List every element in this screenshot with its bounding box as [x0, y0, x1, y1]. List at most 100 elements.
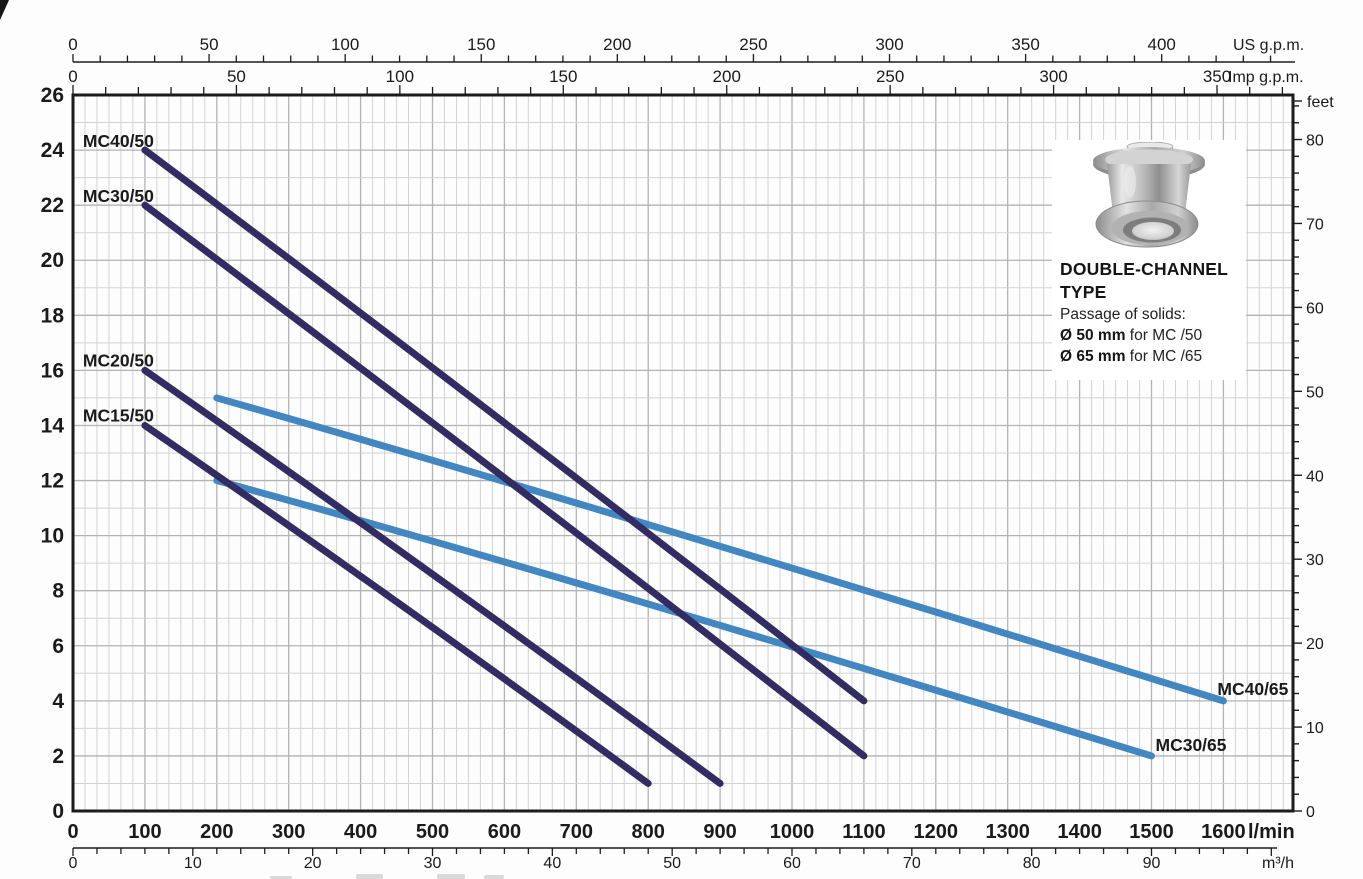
curve-label-mc30-50: MC30/50 — [83, 186, 154, 206]
flow-lmin-tick-label: 800 — [632, 821, 665, 843]
imp-gpm-tick-label: 350 — [1203, 67, 1231, 86]
solids-size-50: Ø 50 mm for MC /50 — [1060, 325, 1242, 346]
us-gpm-tick-label: 400 — [1147, 35, 1175, 54]
solids-size-65: Ø 65 mm for MC /65 — [1060, 346, 1242, 367]
plot-border — [71, 93, 1295, 813]
head-m-tick-label: 0 — [52, 800, 64, 823]
head-m-tick-label: 20 — [41, 249, 64, 272]
us-gpm-tick-label: 300 — [875, 35, 903, 54]
imp-gpm-tick-label: 150 — [549, 67, 577, 86]
head-m-tick-label: 2 — [52, 745, 64, 768]
head-m-tick-label: 8 — [52, 580, 64, 603]
head-ft-tick-label: 60 — [1306, 300, 1324, 317]
us-gpm-tick-label: 50 — [200, 35, 219, 54]
impeller-photo — [1093, 142, 1205, 248]
m3h-tick-label: 10 — [184, 855, 202, 872]
us-gpm-tick-label: 100 — [331, 35, 359, 54]
imp-gpm-tick-label: 100 — [386, 67, 414, 86]
cropped-print-artifact — [356, 874, 383, 879]
imp-gpm-tick-label: 0 — [68, 67, 77, 86]
inset-title-line2: TYPE — [1060, 282, 1107, 303]
m3h-tick-label: 90 — [1143, 855, 1161, 872]
m3h-tick-label: 40 — [543, 855, 561, 872]
cropped-print-artifact — [484, 875, 504, 879]
flow-lmin-tick-label: 600 — [488, 821, 521, 843]
us-gpm-tick-label: 350 — [1011, 35, 1039, 54]
m3h-tick-label: 30 — [424, 855, 442, 872]
imp-gpm-tick-label: 250 — [876, 67, 904, 86]
flow-lmin-tick-label: 300 — [272, 821, 305, 843]
flow-lmin-tick-label: 1000 — [770, 821, 815, 843]
head-ft-tick-label: 70 — [1306, 216, 1324, 233]
head-ft-tick-label: 30 — [1306, 552, 1324, 569]
flow-lmin-tick-label: 1400 — [1057, 821, 1102, 843]
m3h-unit-label: m³/h — [1262, 855, 1294, 872]
m3h-tick-label: 60 — [783, 855, 801, 872]
head-m-tick-label: 12 — [41, 470, 64, 493]
curve-label-mc40-65: MC40/65 — [1217, 679, 1288, 699]
us-gpm-unit-label: US g.p.m. — [1233, 37, 1304, 54]
head-m-tick-label: 22 — [41, 194, 64, 217]
head-ft-tick-label: 20 — [1306, 636, 1324, 653]
solids-size-65-value: Ø 65 mm — [1060, 348, 1126, 366]
solids-size-50-value: Ø 50 mm — [1060, 327, 1126, 345]
flow-lmin-tick-label: 1100 — [842, 821, 885, 843]
curve-label-mc30-65: MC30/65 — [1156, 735, 1227, 755]
imp-gpm-unit-label: Imp g.p.m. — [1228, 69, 1304, 86]
head-m-tick-label: 4 — [52, 690, 64, 713]
head-m-tick-label: 18 — [41, 304, 65, 327]
cropped-print-artifact — [437, 874, 465, 879]
us-gpm-tick-label: 150 — [467, 35, 495, 54]
flow-lmin-tick-label: 900 — [703, 821, 736, 843]
flow-lmin-tick-label: 200 — [200, 821, 233, 843]
head-ft-tick-label: 50 — [1306, 384, 1324, 401]
head-m-tick-label: 26 — [41, 84, 64, 107]
flow-lmin-tick-label: 1500 — [1129, 821, 1174, 843]
m3h-tick-label: 0 — [69, 855, 78, 872]
inset-title-line1: DOUBLE-CHANNEL — [1060, 259, 1229, 279]
flow-lmin-unit-label: l/min — [1248, 821, 1295, 843]
curve-mc40-50 — [141, 146, 868, 705]
solids-size-50-model: for MC /50 — [1129, 327, 1203, 345]
m3h-tick-label: 70 — [903, 855, 921, 872]
us-gpm-tick-label: 200 — [603, 35, 631, 54]
m3h-tick-label: 50 — [663, 855, 681, 872]
head-m-tick-label: 6 — [52, 635, 64, 658]
flow-lmin-tick-label: 700 — [560, 821, 593, 843]
curve-label-mc20-50: MC20/50 — [83, 350, 154, 370]
m3h-tick-label: 20 — [304, 855, 322, 872]
curve-mc40-65 — [213, 394, 1227, 705]
flow-lmin-tick-label: 400 — [344, 821, 377, 843]
flow-lmin-tick-label: 1200 — [914, 821, 959, 843]
m3h-tick-label: 80 — [1023, 855, 1041, 872]
curve-label-mc15-50: MC15/50 — [83, 405, 154, 425]
head-ft-tick-label: 0 — [1306, 804, 1315, 821]
head-ft-tick-label: 80 — [1306, 133, 1324, 150]
head-ft-tick-label: 10 — [1306, 720, 1324, 737]
head-m-tick-label: 16 — [41, 359, 64, 382]
flow-lmin-tick-label: 1600 — [1201, 821, 1246, 843]
imp-gpm-tick-label: 200 — [713, 67, 741, 86]
curve-label-mc40-50: MC40/50 — [83, 131, 154, 151]
curve-mc30-50 — [141, 201, 868, 760]
us-gpm-tick-label: 250 — [739, 35, 767, 54]
imp-gpm-tick-label: 50 — [227, 67, 246, 86]
impeller-inset: DOUBLE-CHANNEL TYPE Passage of solids: Ø… — [1052, 140, 1246, 380]
cropped-print-artifact — [270, 876, 292, 879]
curve-mc15-50 — [141, 421, 652, 787]
us-gpm-tick-label: 0 — [68, 35, 77, 54]
solids-size-65-model: for MC /65 — [1129, 348, 1203, 366]
scan-corner-artifact — [0, 0, 9, 20]
head-m-tick-label: 10 — [41, 525, 64, 548]
head-ft-tick-label: 40 — [1306, 468, 1324, 485]
flow-lmin-tick-label: 0 — [67, 821, 78, 843]
inset-title: DOUBLE-CHANNEL TYPE — [1060, 258, 1242, 304]
imp-gpm-tick-label: 300 — [1039, 67, 1067, 86]
flow-lmin-tick-label: 100 — [128, 821, 161, 843]
curve-mc30-65 — [213, 477, 1155, 760]
flow-lmin-tick-label: 500 — [416, 821, 449, 843]
head-m-tick-label: 14 — [41, 414, 65, 437]
head-m-tick-label: 24 — [41, 139, 65, 162]
